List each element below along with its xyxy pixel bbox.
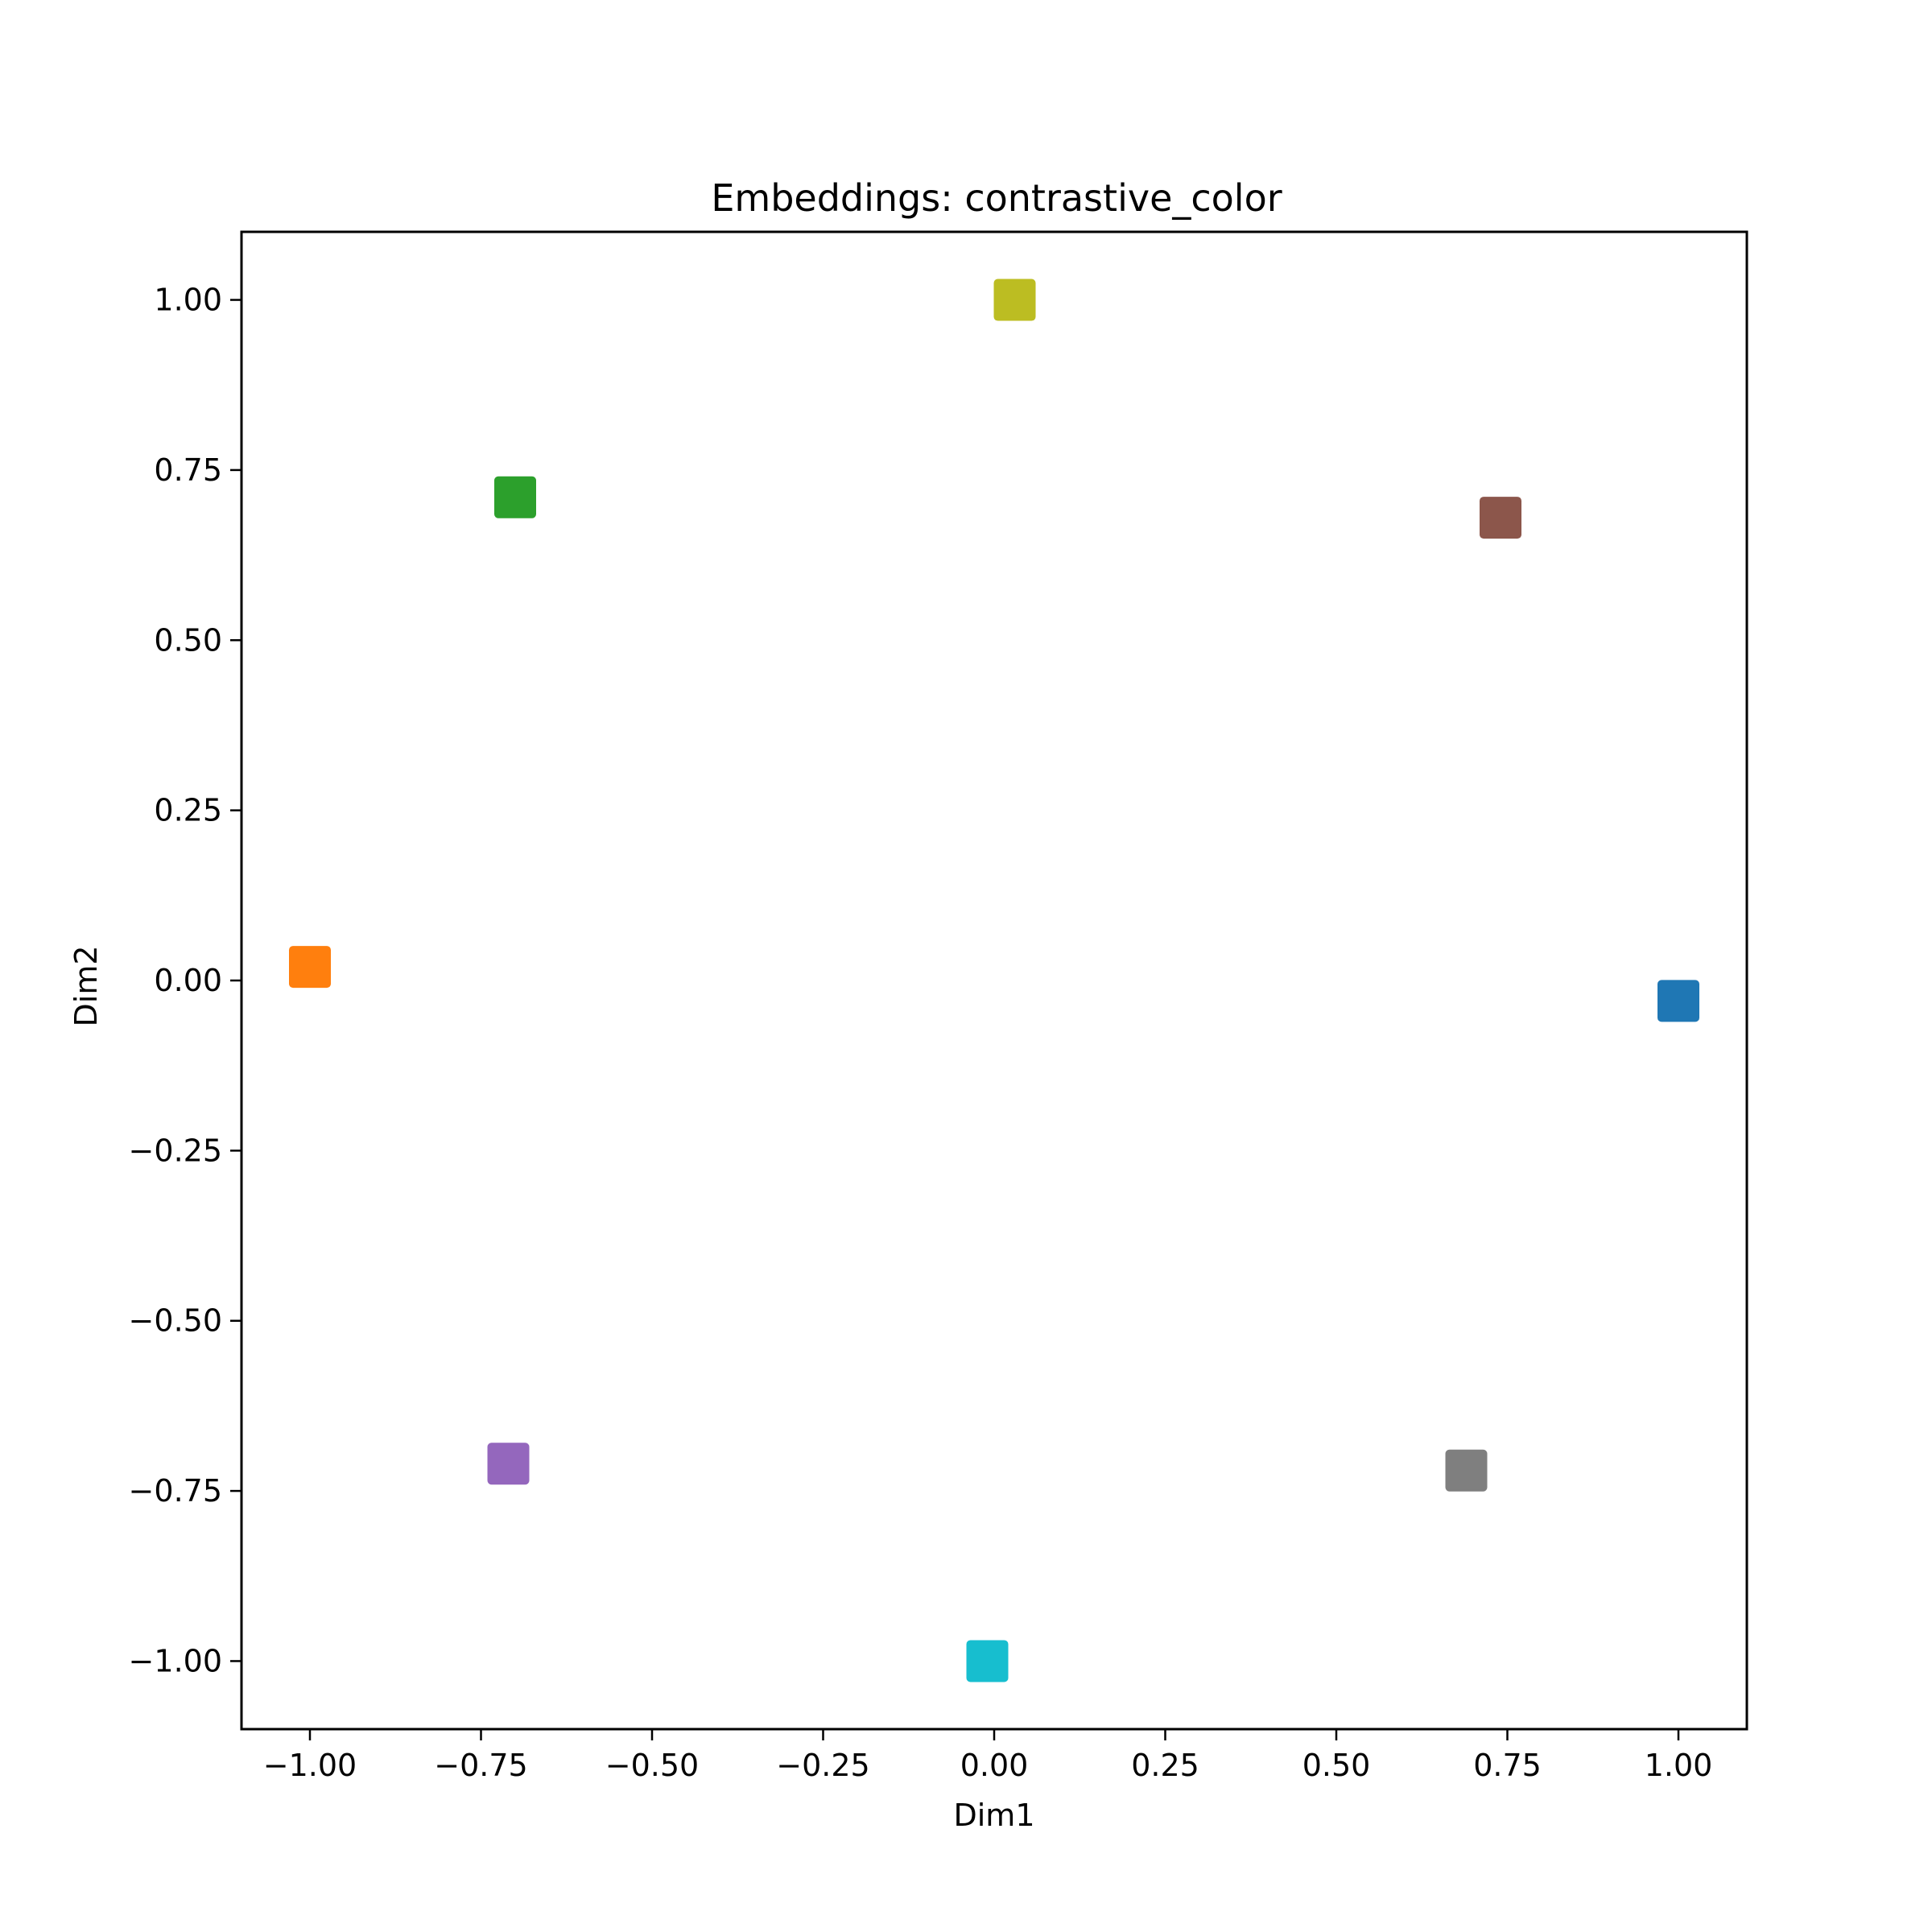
y-tick-label: −0.50	[129, 1303, 222, 1339]
y-tick-label: −0.75	[129, 1473, 222, 1509]
data-point	[494, 476, 536, 518]
data-point	[993, 279, 1036, 321]
y-tick-label: −1.00	[129, 1643, 222, 1678]
x-tick-label: −0.25	[776, 1748, 869, 1783]
x-tick-label: −0.75	[434, 1748, 527, 1783]
x-tick-label: −0.50	[605, 1748, 699, 1783]
chart-title: Embeddings: contrastive_color	[711, 176, 1282, 220]
x-tick-label: 0.25	[1131, 1748, 1199, 1783]
y-tick-label: 0.50	[154, 622, 222, 658]
x-tick-label: 0.00	[960, 1748, 1029, 1783]
x-tick-label: −1.00	[263, 1748, 357, 1783]
y-tick-label: 0.25	[154, 793, 222, 828]
data-point	[1480, 497, 1521, 539]
x-tick-label: 1.00	[1645, 1748, 1713, 1783]
data-point	[966, 1640, 1009, 1682]
data-point	[1445, 1449, 1488, 1492]
data-point	[1657, 980, 1699, 1022]
y-tick-label: −0.25	[129, 1133, 222, 1168]
y-tick-label: 0.00	[154, 963, 222, 998]
y-axis-ticks: −1.00 −0.75 −0.50 −0.25 0.00 0.25 0.50 0.75 1.00	[129, 283, 242, 1678]
data-point	[487, 1443, 530, 1485]
x-axis-label: Dim1	[953, 1798, 1034, 1833]
y-tick-label: 1.00	[154, 283, 222, 318]
x-axis-ticks: −1.00 −0.75 −0.50 −0.25 0.00 0.25 0.50 0.75 1.00	[263, 1729, 1713, 1783]
x-tick-label: 0.50	[1302, 1748, 1371, 1783]
data-points	[289, 279, 1699, 1682]
x-tick-label: 0.75	[1473, 1748, 1542, 1783]
data-point	[289, 946, 331, 989]
y-tick-label: 0.75	[154, 452, 222, 488]
y-axis-label: Dim2	[68, 945, 104, 1026]
